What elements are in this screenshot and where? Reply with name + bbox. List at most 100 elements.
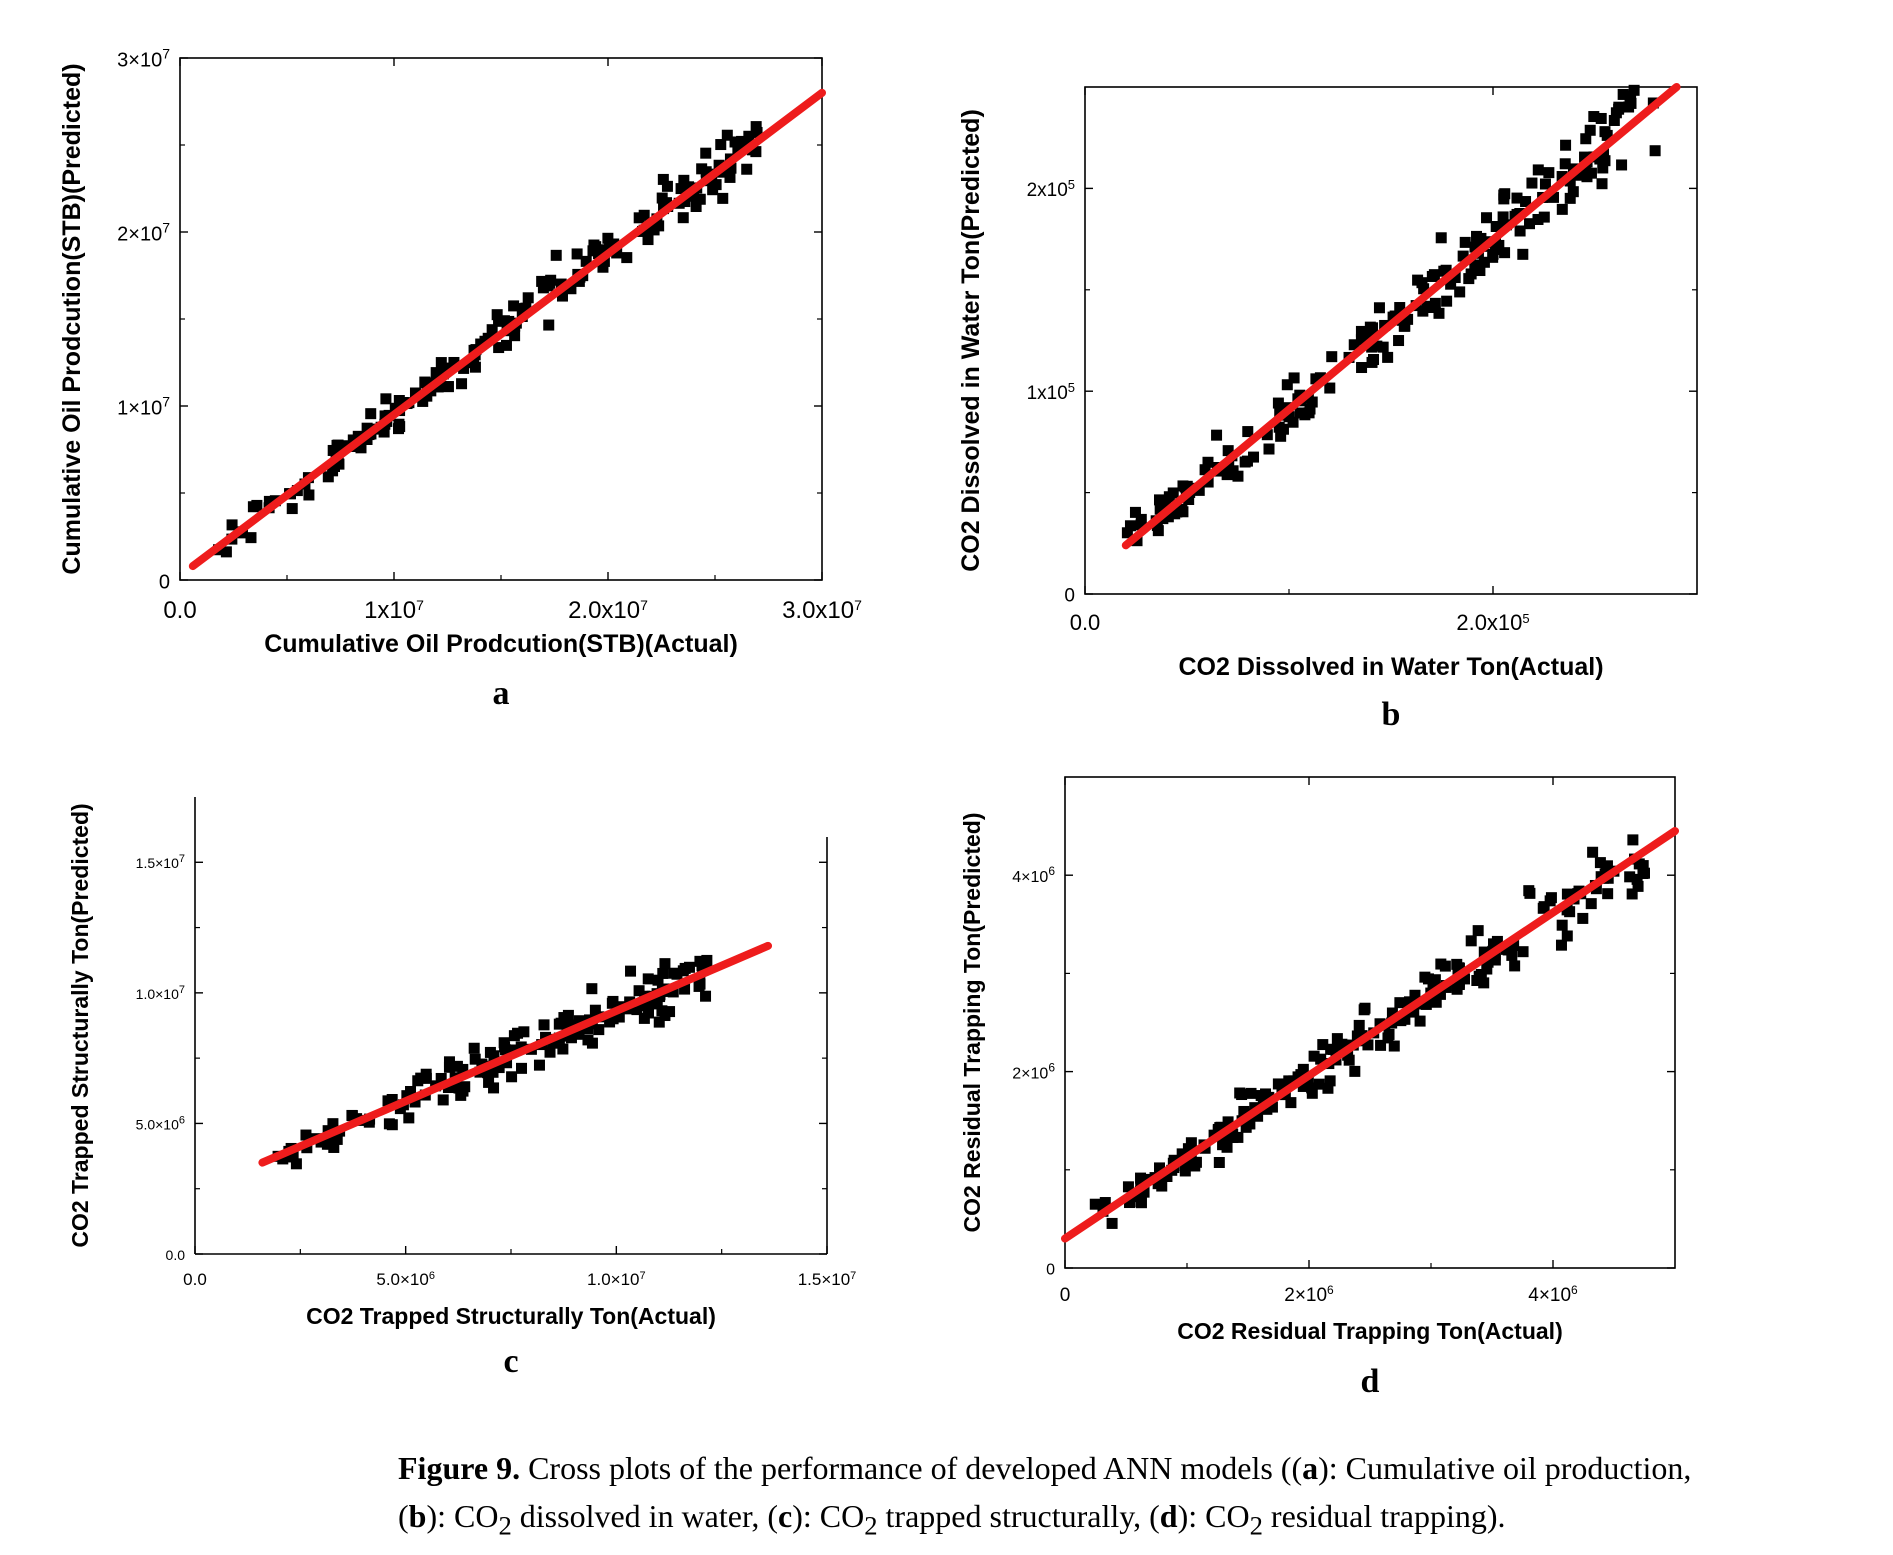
chart-d: 0 2×106 4×106 0 2×106 4×106 CO2 Residual Trapp… — [959, 776, 1679, 1400]
data-point — [1099, 1197, 1111, 1209]
data-point — [1517, 248, 1529, 260]
data-point — [1135, 1197, 1147, 1209]
data-point — [586, 983, 598, 995]
y-tick-label: 0 — [1064, 586, 1075, 607]
data-point — [1488, 938, 1500, 950]
data-point — [417, 395, 429, 407]
data-point — [700, 166, 712, 178]
y-axis-label: CO2 Trapped Structurally Ton(Predicted) — [67, 803, 93, 1247]
data-point — [1508, 940, 1520, 952]
data-point — [1561, 904, 1573, 916]
data-point — [652, 974, 664, 986]
data-point — [679, 962, 691, 974]
y-tick-label: 1x105 — [1027, 379, 1075, 404]
fit-line — [258, 941, 773, 1167]
caption-sub-d: 2 — [1249, 1510, 1263, 1541]
data-point — [1089, 1198, 1101, 1210]
data-point — [1574, 169, 1586, 181]
data-point — [573, 1015, 585, 1027]
data-point — [1626, 888, 1638, 900]
data-point — [1481, 212, 1493, 224]
data-point — [694, 193, 706, 205]
data-point — [1257, 1094, 1269, 1106]
data-point — [1633, 858, 1645, 870]
data-point — [593, 1024, 605, 1036]
data-point — [553, 1018, 565, 1030]
data-point — [1449, 272, 1461, 284]
caption-sub-c: 2 — [864, 1510, 878, 1541]
data-point — [1429, 974, 1441, 986]
data-point — [550, 249, 562, 261]
data-point — [582, 1034, 594, 1046]
data-point — [520, 302, 532, 314]
data-point — [571, 248, 583, 260]
data-point — [659, 958, 671, 970]
data-point — [1478, 977, 1490, 989]
data-point — [468, 1042, 480, 1054]
data-point — [420, 1068, 432, 1080]
data-point — [1285, 1097, 1297, 1109]
data-point — [1367, 322, 1379, 334]
data-point — [621, 252, 633, 264]
y-tick-label: 0 — [159, 571, 170, 593]
data-point — [1348, 339, 1360, 351]
data-point — [1161, 1170, 1173, 1182]
x-axis-label: Cumulative Oil Prodcution(STB)(Actual) — [264, 630, 738, 658]
data-point — [1595, 112, 1607, 124]
figure-caption: Figure 9. Cross plots of the performance… — [398, 1450, 1692, 1541]
data-point — [435, 1072, 447, 1084]
data-point — [1631, 873, 1643, 885]
data-point — [1167, 487, 1179, 499]
data-point — [1222, 1116, 1234, 1128]
data-point — [657, 173, 669, 185]
data-point — [611, 247, 623, 259]
data-point — [653, 1016, 665, 1028]
data-point — [590, 241, 602, 253]
data-point — [1594, 153, 1606, 165]
caption-part-c: ): CO — [792, 1498, 865, 1534]
data-point — [1560, 139, 1572, 151]
data-point — [300, 1129, 312, 1141]
data-point — [589, 1004, 601, 1016]
data-point — [1538, 211, 1550, 223]
data-point — [475, 338, 487, 350]
data-point — [486, 324, 498, 336]
data-point — [1414, 1015, 1426, 1027]
data-point — [661, 180, 673, 192]
data-point — [556, 290, 568, 302]
data-point — [1596, 178, 1608, 190]
data-point — [1176, 1148, 1188, 1160]
data-point — [500, 339, 512, 351]
caption-letter-c: c — [778, 1498, 793, 1534]
data-point — [1183, 493, 1195, 505]
x-tick-label: 1.0×107 — [587, 1270, 646, 1289]
data-point — [536, 275, 548, 287]
y-tick-label: 4×106 — [1012, 864, 1055, 886]
data-point — [1349, 1065, 1361, 1077]
data-point — [1561, 930, 1573, 942]
data-point — [1539, 178, 1551, 190]
data-point — [1202, 476, 1214, 488]
data-point — [328, 460, 340, 472]
data-point — [1403, 996, 1415, 1008]
data-point — [442, 381, 454, 393]
data-point — [1458, 973, 1470, 985]
panel-label: d — [1361, 1363, 1380, 1400]
data-point — [1315, 1053, 1327, 1065]
data-point — [1469, 259, 1481, 271]
data-point — [401, 1090, 413, 1102]
data-point — [1526, 177, 1538, 189]
data-point — [493, 315, 505, 327]
data-point — [1627, 834, 1639, 846]
data-point — [1433, 307, 1445, 319]
data-point — [688, 189, 700, 201]
data-point — [493, 1062, 505, 1074]
chart-a: 0.0 1x107 2.0x107 3.0x107 0 1×107 2×107 3×107 Cu… — [58, 45, 862, 712]
data-point — [394, 1103, 406, 1115]
data-point — [435, 357, 447, 369]
data-point — [701, 954, 713, 966]
data-point — [1261, 429, 1273, 441]
data-point — [732, 143, 744, 155]
data-point — [1474, 265, 1486, 277]
data-point — [557, 1043, 569, 1055]
